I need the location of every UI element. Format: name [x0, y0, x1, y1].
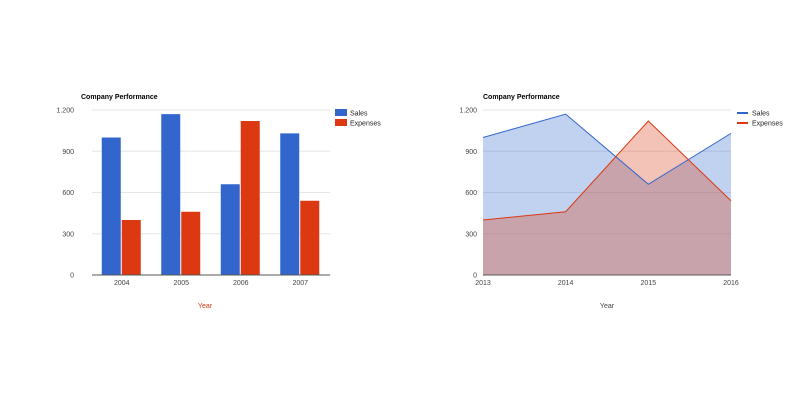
- bar-sales-2005: [161, 114, 181, 275]
- y-tick-label: 1.200: [459, 108, 477, 115]
- bar-sales-2004: [101, 137, 121, 275]
- y-tick-label: 600: [62, 190, 74, 197]
- area-expenses: [483, 121, 731, 275]
- x-axis-title: Year: [600, 303, 615, 310]
- bar-expenses-2007: [300, 200, 320, 275]
- x-axis-title: Year: [198, 303, 213, 310]
- area-sales: [483, 114, 731, 275]
- legend-swatch-expenses: [335, 119, 347, 126]
- bar-expenses-2006: [240, 121, 260, 275]
- y-tick-label: 300: [62, 231, 74, 238]
- y-tick-label: 0: [473, 273, 477, 280]
- x-tick-label: 2013: [475, 280, 491, 287]
- x-tick-label: 2006: [233, 280, 249, 287]
- legend-label-sales: Sales: [752, 111, 770, 118]
- y-tick-label: 0: [70, 273, 74, 280]
- x-tick-label: 2014: [558, 280, 574, 287]
- y-tick-label: 600: [465, 190, 477, 197]
- x-tick-label: 2005: [173, 280, 189, 287]
- x-tick-label: 2015: [641, 280, 657, 287]
- bar-sales-2007: [280, 133, 300, 275]
- legend-swatch-sales: [335, 109, 347, 116]
- y-tick-label: 900: [62, 149, 74, 156]
- chart-title: Company Performance: [81, 94, 158, 101]
- x-tick-label: 2007: [292, 280, 308, 287]
- line-expenses: [482, 120, 732, 221]
- line-sales: [482, 113, 732, 185]
- legend-label-expenses: Expenses: [350, 121, 381, 128]
- y-tick-label: 300: [465, 231, 477, 238]
- bar-expenses-2005: [181, 211, 201, 275]
- bar-sales-2006: [220, 184, 240, 275]
- x-tick-label: 2004: [114, 280, 130, 287]
- y-tick-label: 1.200: [56, 108, 74, 115]
- legend-label-sales: Sales: [350, 111, 368, 118]
- y-tick-label: 900: [465, 149, 477, 156]
- legend-label-expenses: Expenses: [752, 121, 783, 128]
- bar-chart: Company Performance 0 300 600 900 1.200 2004 20…: [56, 94, 381, 310]
- x-tick-label: 2016: [723, 280, 739, 287]
- area-chart: Company Performance 0 300 600 900 1.200 2013 20…: [459, 94, 783, 310]
- bar-expenses-2004: [121, 220, 141, 275]
- chart-title: Company Performance: [483, 94, 560, 101]
